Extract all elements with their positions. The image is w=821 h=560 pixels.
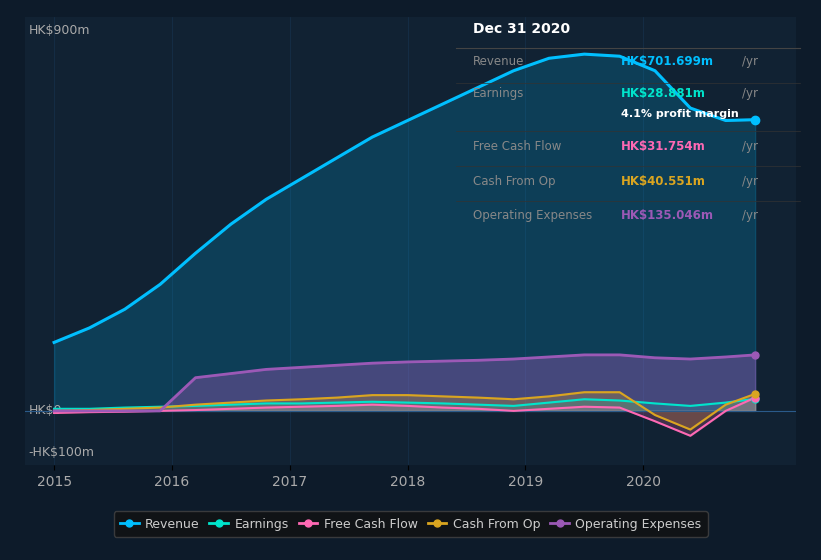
Text: /yr: /yr (742, 175, 758, 188)
Text: HK$900m: HK$900m (29, 24, 90, 36)
Text: 4.1% profit margin: 4.1% profit margin (621, 109, 739, 119)
Text: /yr: /yr (742, 55, 758, 68)
Text: HK$40.551m: HK$40.551m (621, 175, 706, 188)
Text: Dec 31 2020: Dec 31 2020 (473, 22, 570, 36)
Text: HK$28.881m: HK$28.881m (621, 87, 706, 100)
Text: -HK$100m: -HK$100m (29, 446, 94, 459)
Text: /yr: /yr (742, 87, 758, 100)
Text: HK$701.699m: HK$701.699m (621, 55, 714, 68)
Text: Free Cash Flow: Free Cash Flow (473, 140, 562, 153)
Legend: Revenue, Earnings, Free Cash Flow, Cash From Op, Operating Expenses: Revenue, Earnings, Free Cash Flow, Cash … (113, 511, 708, 537)
Text: Cash From Op: Cash From Op (473, 175, 555, 188)
Text: HK$31.754m: HK$31.754m (621, 140, 706, 153)
Text: HK$0: HK$0 (29, 404, 62, 417)
Text: HK$135.046m: HK$135.046m (621, 209, 714, 222)
Text: /yr: /yr (742, 209, 758, 222)
Text: Operating Expenses: Operating Expenses (473, 209, 592, 222)
Text: /yr: /yr (742, 140, 758, 153)
Text: Revenue: Revenue (473, 55, 525, 68)
Text: Earnings: Earnings (473, 87, 525, 100)
